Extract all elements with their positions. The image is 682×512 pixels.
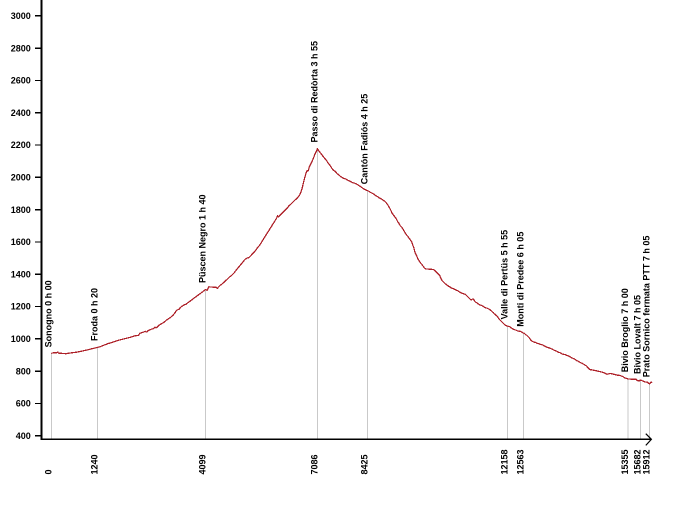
svg-text:3000: 3000 [11,11,31,21]
svg-text:Prato Sornico fermata PTT 7 h: Prato Sornico fermata PTT 7 h 05 [641,236,651,378]
svg-text:15682: 15682 [632,449,642,474]
svg-text:Sonogno 0 h 00: Sonogno 0 h 00 [44,280,54,347]
svg-text:Valle di Pertüs 5 h 55: Valle di Pertüs 5 h 55 [500,230,510,320]
svg-text:4099: 4099 [198,454,208,474]
svg-text:1800: 1800 [11,205,31,215]
svg-text:15355: 15355 [620,449,630,474]
svg-text:2000: 2000 [11,173,31,183]
svg-text:1200: 1200 [11,302,31,312]
svg-text:1000: 1000 [11,334,31,344]
svg-text:15912: 15912 [641,449,651,474]
svg-text:0: 0 [44,469,54,474]
svg-text:1400: 1400 [11,269,31,279]
svg-text:2600: 2600 [11,76,31,86]
svg-text:800: 800 [16,366,31,376]
svg-text:600: 600 [16,399,31,409]
svg-text:Püscen Negro 1 h 40: Püscen Negro 1 h 40 [198,194,208,283]
svg-text:Passo di Redòrta 3 h 55: Passo di Redòrta 3 h 55 [310,41,320,143]
svg-text:1600: 1600 [11,237,31,247]
svg-text:2800: 2800 [11,43,31,53]
svg-text:Froda 0 h 20: Froda 0 h 20 [90,288,100,341]
svg-text:400: 400 [16,431,31,441]
svg-text:Monti di Predee 6 h 05: Monti di Predee 6 h 05 [516,232,526,327]
svg-text:2200: 2200 [11,140,31,150]
svg-text:12158: 12158 [500,449,510,474]
svg-text:7086: 7086 [310,454,320,474]
svg-text:8425: 8425 [359,454,369,474]
svg-text:2400: 2400 [11,108,31,118]
svg-text:Cantón Fadiós 4 h 25: Cantón Fadiós 4 h 25 [359,94,369,185]
svg-text:12563: 12563 [516,449,526,474]
svg-text:Bivio Lovalt 7 h 05: Bivio Lovalt 7 h 05 [632,295,642,374]
svg-text:Bivio Broglio 7 h 00: Bivio Broglio 7 h 00 [620,288,630,372]
svg-text:1240: 1240 [90,454,100,474]
